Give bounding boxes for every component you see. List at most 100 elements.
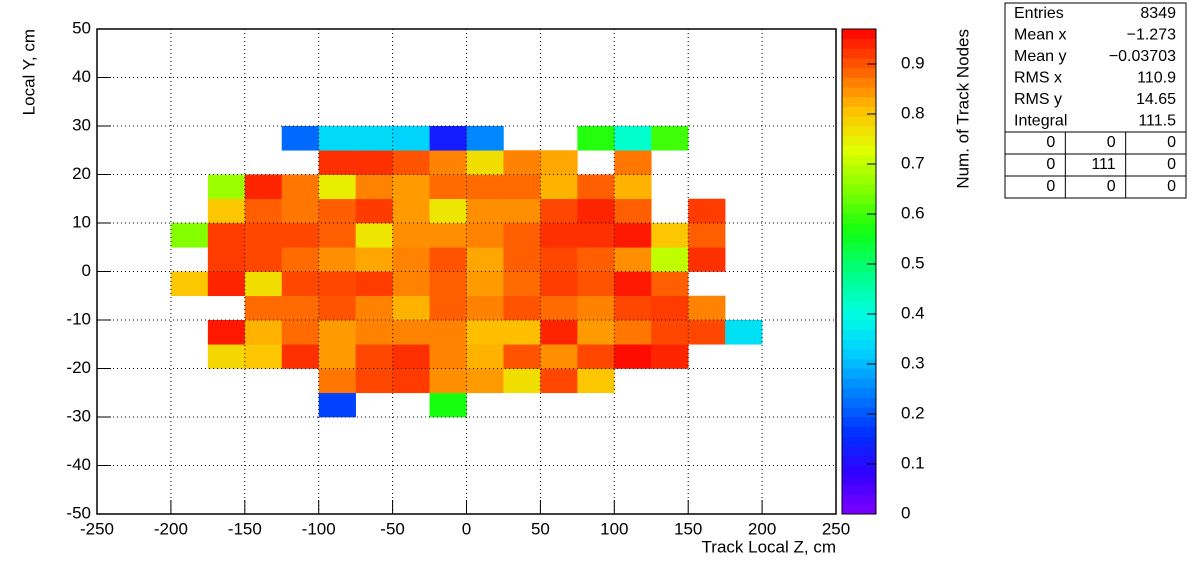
color-bar-step — [842, 106, 876, 117]
heat-cell — [318, 295, 356, 321]
heat-cell — [318, 174, 356, 200]
heat-cell — [244, 344, 283, 369]
color-bar-step — [842, 504, 876, 515]
heat-cell — [429, 344, 467, 369]
color-bar-step — [842, 417, 876, 428]
y-tick-label: -50 — [66, 503, 91, 522]
y-tick-label: -10 — [66, 309, 91, 328]
heat-cell — [355, 223, 393, 248]
heat-cell — [355, 295, 393, 321]
heat-cell — [688, 320, 726, 345]
heat-cell — [429, 174, 467, 200]
heat-cell — [540, 150, 578, 175]
stat-cell: 0 — [1167, 134, 1176, 151]
color-bar-step — [842, 475, 876, 486]
heat-cell — [651, 247, 689, 272]
z-tick-label: 0.5 — [901, 253, 925, 272]
heat-cell — [466, 320, 504, 345]
heat-cell — [651, 126, 689, 151]
heat-cell — [540, 174, 578, 200]
heat-cell — [503, 271, 541, 297]
heat-cell — [429, 368, 467, 394]
color-bar-step — [842, 232, 876, 243]
heat-cell — [355, 368, 393, 394]
cells — [170, 126, 763, 418]
heat-cell — [614, 174, 652, 200]
heat-cell — [614, 247, 652, 272]
y-tick-label: 50 — [72, 18, 91, 37]
heat-cell — [614, 271, 652, 297]
heat-cell — [466, 368, 504, 394]
stat-label: Entries — [1014, 5, 1064, 22]
heat-cell — [170, 223, 209, 248]
heat-cell — [466, 271, 504, 297]
color-bar-step — [842, 455, 876, 466]
heat-cell — [688, 198, 726, 224]
color-bar-step — [842, 48, 876, 59]
stat-label: RMS x — [1014, 69, 1062, 86]
heat-cell — [207, 320, 246, 345]
heat-cell — [281, 344, 319, 369]
heat-cell — [281, 271, 319, 297]
heat-cell — [318, 344, 356, 369]
heat-cell — [355, 150, 393, 175]
stat-value: −1.273 — [1127, 26, 1176, 43]
y-tick-label: 10 — [72, 212, 91, 231]
heat-cell — [503, 368, 541, 394]
color-bar-step — [842, 368, 876, 379]
heat-cell — [318, 368, 356, 394]
heat-cell — [170, 271, 209, 297]
heat-cell — [281, 198, 319, 224]
color-bar-step — [842, 310, 876, 321]
color-bar-step — [842, 387, 876, 398]
x-tick-label: 100 — [600, 519, 628, 538]
color-bar-step — [842, 38, 876, 49]
x-tick-label: 0 — [462, 519, 471, 538]
heat-cell — [614, 295, 652, 321]
heat-cell — [688, 223, 726, 248]
color-bar-step — [842, 349, 876, 360]
heat-cell — [614, 150, 652, 175]
color-bar-step — [842, 67, 876, 78]
heat-cell — [429, 247, 467, 272]
stat-cell: 0 — [1167, 156, 1176, 173]
color-bar-step — [842, 203, 876, 214]
heat-cell — [503, 174, 541, 200]
heat-cell — [429, 392, 467, 418]
stat-cell: 0 — [1107, 134, 1116, 151]
heat-cell — [244, 295, 283, 321]
z-tick-label: 0.9 — [901, 53, 925, 72]
heat-cell — [651, 320, 689, 345]
x-axis-title: Track Local Z, cm — [702, 537, 836, 556]
y-tick-label: -30 — [66, 406, 91, 425]
heat-cell — [355, 344, 393, 369]
heat-cell — [614, 198, 652, 224]
heat-cell — [540, 247, 578, 272]
heat-cell — [429, 150, 467, 175]
z-tick-label: 0.2 — [901, 403, 925, 422]
color-bar-step — [842, 484, 876, 495]
heat-cell — [577, 223, 615, 248]
color-bar-step — [842, 242, 876, 253]
heat-cell — [503, 247, 541, 272]
color-bar-step — [842, 465, 876, 476]
heat-cell — [355, 320, 393, 345]
heat-cell — [577, 174, 615, 200]
heat-cell — [540, 295, 578, 321]
stat-label: Mean y — [1014, 48, 1066, 65]
z-axis-title: Num. of Track Nodes — [953, 29, 972, 189]
heat-cell — [429, 271, 467, 297]
color-bar-step — [842, 135, 876, 146]
heat-cell — [466, 150, 504, 175]
color-bar-step — [842, 164, 876, 175]
color-bar-step — [842, 87, 876, 98]
heat-cell — [244, 223, 283, 248]
stat-label: Integral — [1014, 112, 1067, 129]
color-bar-step — [842, 426, 876, 437]
stat-value: 8349 — [1140, 5, 1176, 22]
x-tick-label: 250 — [822, 519, 850, 538]
z-tick-label: 0.8 — [901, 103, 925, 122]
heat-cell — [207, 247, 246, 272]
axes: -250 -200 -150 -100 -50 0 50 100 150 200 250-50-40… — [66, 18, 850, 538]
